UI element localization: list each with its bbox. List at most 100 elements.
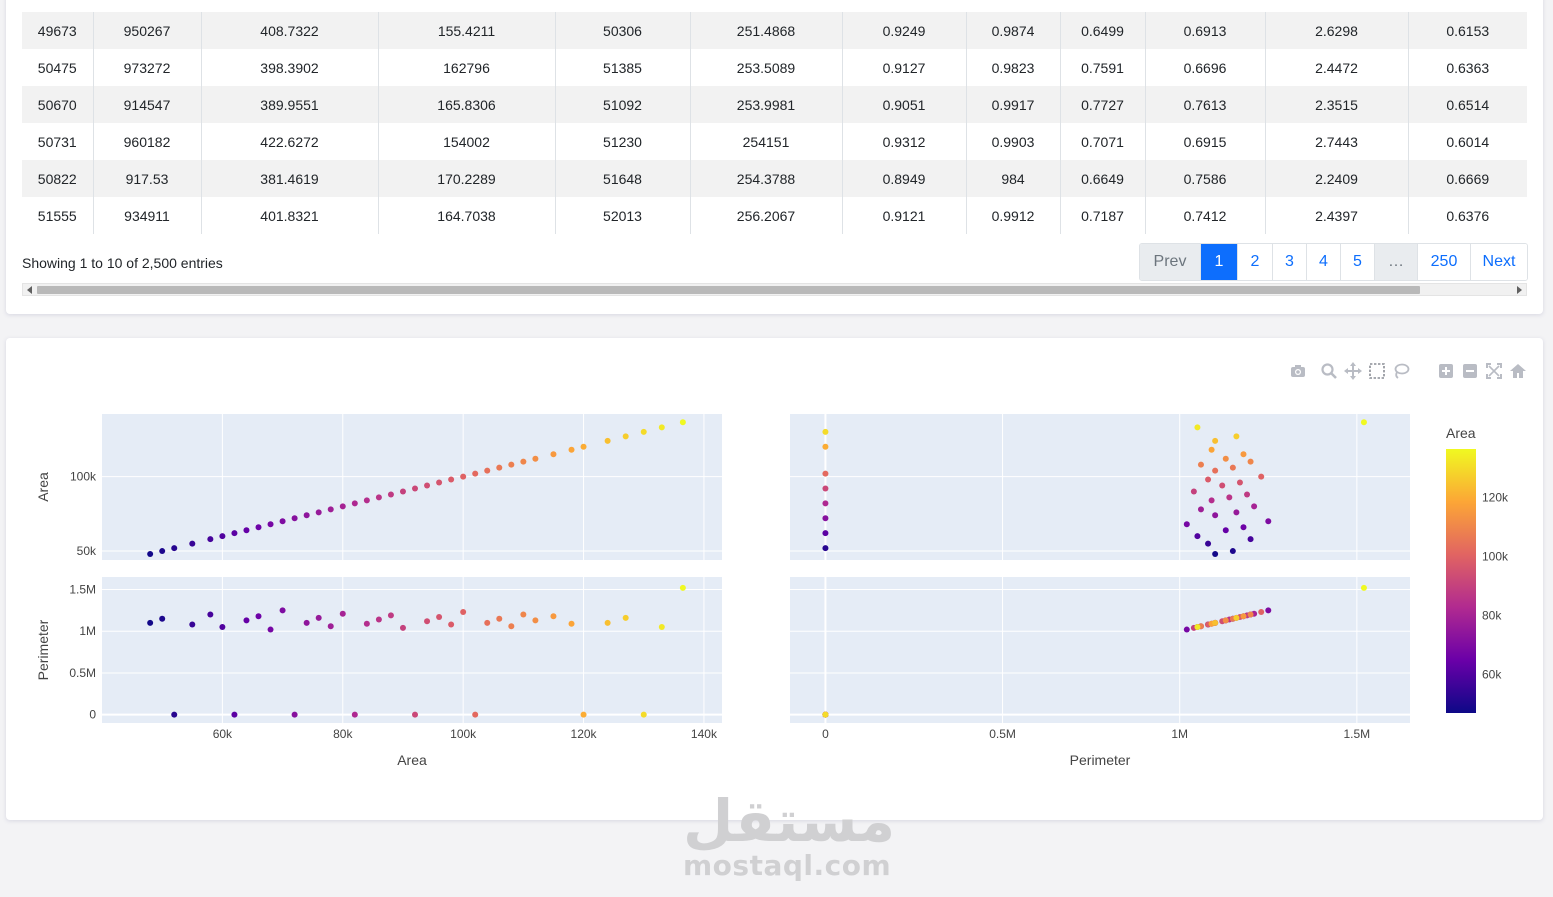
table-row: 49673 950267 408.7322 155.4211 50306 251.4868… <box>22 12 1527 49</box>
data-point <box>484 467 491 474</box>
x-tick-label: 100k <box>450 727 477 741</box>
data-point <box>1360 584 1367 591</box>
table-cell: 422.6272 <box>201 123 379 160</box>
pagination: Prev 1 2 3 4 5… 250 Next <box>1139 243 1528 281</box>
horizontal-scrollbar[interactable] <box>22 283 1527 296</box>
table-cell: 0.7727 <box>1060 86 1146 123</box>
data-point <box>508 461 515 468</box>
watermark-logo-text: mostaql.com <box>683 849 892 882</box>
data-point <box>231 530 238 537</box>
pagination-page-1[interactable]: 1 <box>1200 244 1237 280</box>
table-cell: 256.2067 <box>690 197 843 234</box>
table-cell: 0.9912 <box>966 197 1061 234</box>
data-point <box>1205 476 1212 483</box>
colorbar-title: Area <box>1446 425 1476 441</box>
subplot-perimeter-vs-perimeter: 0 0.5M 1M 1.5M <box>790 577 1410 741</box>
table-info-text: Showing 1 to 10 of 2,500 entries <box>22 255 223 271</box>
table-cell: 254151 <box>690 123 843 160</box>
table-cell: 401.8321 <box>201 197 379 234</box>
data-point <box>1251 503 1258 510</box>
data-point <box>1236 479 1243 486</box>
pagination-page-250[interactable]: 250 <box>1417 244 1470 280</box>
data-point <box>387 491 394 498</box>
data-point <box>679 419 686 426</box>
mostaql-watermark: مستقل mostaql.com <box>683 790 895 882</box>
table-cell: 0.9121 <box>842 197 967 234</box>
table-cell: 164.7038 <box>378 197 556 234</box>
data-point <box>327 506 334 513</box>
scroll-right-icon[interactable] <box>1517 286 1522 294</box>
table-cell: 973272 <box>93 49 202 86</box>
data-point <box>520 458 527 465</box>
data-point <box>147 619 154 626</box>
table-cell: 50731 <box>22 123 94 160</box>
data-point <box>171 545 178 552</box>
data-point <box>375 616 382 623</box>
data-point <box>1265 607 1272 614</box>
data-point <box>1212 512 1219 519</box>
x-tick-label: 140k <box>691 727 718 741</box>
pagination-prev-button[interactable]: Prev <box>1140 244 1200 280</box>
home-icon[interactable] <box>1509 362 1527 380</box>
data-point <box>436 614 443 621</box>
data-point <box>1205 540 1212 547</box>
pan-icon[interactable] <box>1344 362 1362 380</box>
scatter-matrix-chart[interactable]: 50k 100k 60k 80k 100k 120k 140k 0 0.5M 1M 1.5M 0 0.5… <box>6 338 1543 820</box>
data-point <box>472 711 479 718</box>
y-tick-label: 1.5M <box>69 583 96 597</box>
pagination-ellipsis: … <box>1374 244 1417 280</box>
table-cell: 154002 <box>378 123 556 160</box>
pagination-page-2[interactable]: 2 <box>1237 244 1272 280</box>
y-axis-title: Perimeter <box>35 619 51 680</box>
data-point <box>484 619 491 626</box>
table-cell: 0.9917 <box>966 86 1061 123</box>
x-tick-label: 1M <box>1171 727 1188 741</box>
table-cell: 0.7613 <box>1145 86 1266 123</box>
table-cell: 51230 <box>555 123 691 160</box>
table-cell: 0.6913 <box>1145 12 1266 49</box>
data-point <box>279 607 286 614</box>
pagination-page-3[interactable]: 3 <box>1272 244 1306 280</box>
zoom-out-icon[interactable] <box>1461 362 1479 380</box>
pagination-next-button[interactable]: Next <box>1470 244 1527 280</box>
data-point <box>387 612 394 619</box>
table-cell: 51092 <box>555 86 691 123</box>
data-table: 49673 950267 408.7322 155.4211 50306 251.4868… <box>22 12 1527 234</box>
data-point <box>1219 482 1226 489</box>
scroll-left-icon[interactable] <box>27 286 32 294</box>
data-point <box>1208 497 1215 504</box>
plot-area <box>102 414 722 560</box>
table-cell: 251.4868 <box>690 12 843 49</box>
scrollbar-thumb[interactable] <box>37 286 1420 294</box>
pagination-page-4[interactable]: 4 <box>1306 244 1340 280</box>
data-point <box>568 446 575 453</box>
colorbar-tick-label: 100k <box>1482 550 1509 564</box>
data-point <box>640 428 647 435</box>
data-point <box>189 540 196 547</box>
table-cell: 381.4619 <box>201 160 379 197</box>
data-point <box>622 614 629 621</box>
data-point <box>580 443 587 450</box>
data-point <box>604 437 611 444</box>
table-row: 50731 960182 422.6272 154002 51230 254151 0.93… <box>22 123 1527 160</box>
data-point <box>472 470 479 477</box>
lasso-icon[interactable] <box>1392 362 1410 380</box>
pagination-page-5[interactable]: 5 <box>1340 244 1374 280</box>
zoom-in-icon[interactable] <box>1437 362 1455 380</box>
data-point <box>303 512 310 519</box>
subplot-perimeter-vs-area: 60k 80k 100k 120k 140k 0 0.5M 1M 1.5M <box>69 577 722 741</box>
data-point <box>550 451 557 458</box>
box-select-icon[interactable] <box>1368 362 1386 380</box>
data-point <box>327 623 334 630</box>
table-cell: 0.8949 <box>842 160 967 197</box>
camera-icon[interactable] <box>1289 362 1307 380</box>
table-cell: 0.6363 <box>1446 59 1490 76</box>
table-cell: 0.9874 <box>966 12 1061 49</box>
colorbar: Area 60k 80k 100k 120k <box>1446 425 1509 713</box>
autoscale-icon[interactable] <box>1485 362 1503 380</box>
table-row: 50670 914547 389.9551 165.8306 51092 253.9981… <box>22 86 1527 123</box>
zoom-icon[interactable] <box>1320 362 1338 380</box>
data-point <box>1183 626 1190 633</box>
data-point <box>1247 458 1254 465</box>
table-cell: 2.4397 <box>1265 197 1409 234</box>
